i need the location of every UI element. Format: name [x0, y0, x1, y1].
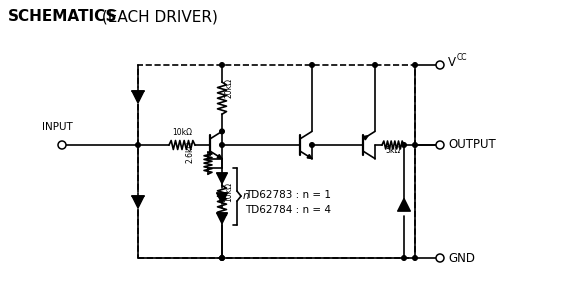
Circle shape [220, 143, 224, 147]
Circle shape [436, 141, 444, 149]
Polygon shape [363, 136, 368, 140]
Text: SCHEMATICS: SCHEMATICS [8, 9, 118, 24]
Circle shape [413, 256, 417, 260]
Circle shape [220, 256, 224, 260]
Polygon shape [217, 154, 222, 159]
Text: V: V [448, 56, 456, 68]
Circle shape [373, 63, 377, 67]
Text: 2.6kΩ: 2.6kΩ [186, 141, 195, 163]
Text: OUTPUT: OUTPUT [448, 139, 496, 152]
Polygon shape [217, 193, 227, 204]
Polygon shape [217, 213, 227, 224]
Circle shape [436, 61, 444, 69]
Text: (EACH DRIVER): (EACH DRIVER) [97, 9, 218, 24]
Circle shape [220, 256, 224, 260]
Text: 5kΩ: 5kΩ [385, 146, 401, 155]
Circle shape [309, 63, 314, 67]
Circle shape [436, 254, 444, 262]
Circle shape [413, 63, 417, 67]
Text: 20kΩ: 20kΩ [224, 78, 234, 98]
Polygon shape [132, 91, 144, 103]
Circle shape [413, 143, 417, 147]
Polygon shape [307, 154, 312, 159]
Text: n: n [243, 191, 250, 201]
Circle shape [402, 256, 407, 260]
Text: 10kΩ: 10kΩ [172, 128, 192, 137]
Circle shape [220, 129, 224, 134]
Text: TD62784 : n = 4: TD62784 : n = 4 [245, 205, 331, 215]
Circle shape [136, 143, 140, 147]
Circle shape [58, 141, 66, 149]
Polygon shape [217, 173, 227, 184]
Polygon shape [398, 199, 410, 211]
Text: CC: CC [457, 53, 468, 62]
Text: INPUT: INPUT [42, 122, 73, 132]
Circle shape [402, 143, 407, 147]
Circle shape [220, 63, 224, 67]
Text: GND: GND [448, 251, 475, 265]
Text: TD62783 : n = 1: TD62783 : n = 1 [245, 190, 331, 200]
Text: 10kΩ: 10kΩ [224, 182, 234, 202]
Polygon shape [132, 196, 144, 208]
Circle shape [309, 143, 314, 147]
